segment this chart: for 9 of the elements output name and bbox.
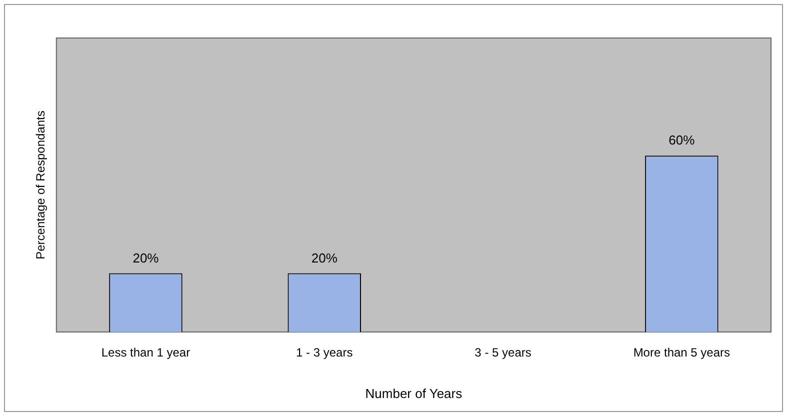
x-tick-label: 3 - 5 years bbox=[474, 346, 532, 360]
x-tick-label: More than 5 years bbox=[633, 346, 730, 360]
data-label: 20% bbox=[132, 250, 160, 266]
y-axis-title: Percentage of Respondants bbox=[34, 110, 48, 260]
data-label: 60% bbox=[668, 132, 696, 148]
x-tick-label: Less than 1 year bbox=[101, 346, 190, 360]
x-tick-label: 1 - 3 years bbox=[296, 346, 353, 360]
x-axis-title: Number of Years bbox=[365, 386, 463, 401]
data-label: 20% bbox=[311, 250, 338, 266]
